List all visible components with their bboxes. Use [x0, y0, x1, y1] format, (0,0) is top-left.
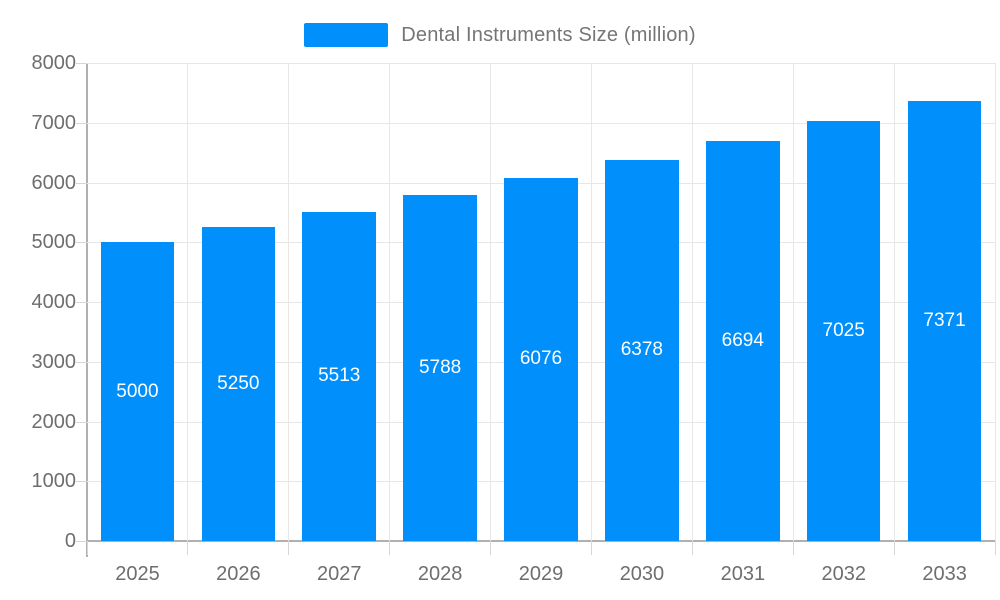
y-axis-tick	[76, 361, 87, 363]
x-axis-label: 2031	[720, 563, 766, 585]
chart-legend-item[interactable]: Dental Instruments Size (million)	[0, 19, 1000, 51]
y-axis-line	[86, 63, 88, 557]
x-axis-tick	[994, 541, 996, 555]
y-axis-label: 8000	[31, 52, 77, 74]
bar-2026[interactable]	[201, 227, 276, 541]
x-axis-tick	[490, 541, 492, 555]
y-axis-label: 4000	[31, 291, 77, 313]
y-axis-label: 5000	[31, 231, 77, 254]
y-axis-tick	[76, 302, 87, 303]
bar-2029[interactable]	[504, 177, 578, 541]
y-axis-label: 0	[64, 530, 76, 552]
x-axis-label: 2025	[115, 563, 160, 585]
legend-swatch-icon	[304, 23, 389, 47]
x-gridline	[389, 63, 391, 541]
x-axis-tick	[590, 541, 592, 555]
bar-2028[interactable]	[403, 195, 477, 541]
y-axis-tick	[76, 242, 87, 244]
x-gridline	[792, 63, 794, 541]
y-axis-tick	[76, 182, 87, 184]
x-axis-label: 2028	[417, 563, 463, 585]
bar-2031[interactable]	[705, 141, 780, 541]
bar-2027[interactable]	[302, 211, 377, 541]
legend-label: Dental Instruments Size (million)	[401, 23, 696, 46]
x-axis-line	[87, 540, 996, 542]
x-axis-label: 2026	[216, 563, 261, 585]
y-gridline	[87, 63, 995, 64]
x-axis-tick	[187, 541, 189, 555]
y-axis-label: 1000	[31, 470, 77, 493]
x-gridline	[691, 63, 693, 541]
y-axis-label: 3000	[31, 350, 77, 373]
x-axis-tick	[389, 541, 391, 555]
y-axis-tick	[76, 421, 87, 423]
x-axis-tick	[691, 541, 693, 555]
x-axis-label: 2030	[619, 563, 665, 585]
bar-2032[interactable]	[806, 121, 881, 541]
y-axis-tick	[76, 481, 87, 483]
x-axis-label: 2029	[518, 563, 564, 585]
bar-2033[interactable]	[907, 100, 982, 541]
y-axis-tick	[76, 122, 87, 124]
x-gridline	[590, 63, 592, 541]
x-axis-label: 2027	[317, 563, 362, 585]
y-axis-label: 6000	[31, 171, 77, 194]
x-gridline	[893, 63, 895, 541]
x-gridline	[288, 63, 290, 541]
bar-2025[interactable]	[100, 242, 175, 541]
x-axis-tick	[792, 541, 794, 555]
y-axis-tick	[76, 63, 87, 64]
y-axis-label: 2000	[31, 410, 77, 433]
x-axis-label: 2033	[922, 563, 967, 585]
x-axis-tick	[893, 541, 895, 555]
bar-2030[interactable]	[605, 159, 679, 541]
x-axis-label: 2032	[821, 563, 866, 585]
x-axis-tick	[288, 541, 290, 555]
y-gridline	[87, 122, 995, 124]
y-axis-label: 7000	[31, 111, 77, 134]
x-gridline	[187, 63, 189, 541]
x-gridline	[490, 63, 492, 541]
x-axis-tick	[86, 541, 88, 555]
x-gridline	[994, 63, 996, 541]
y-axis-tick	[76, 541, 87, 542]
